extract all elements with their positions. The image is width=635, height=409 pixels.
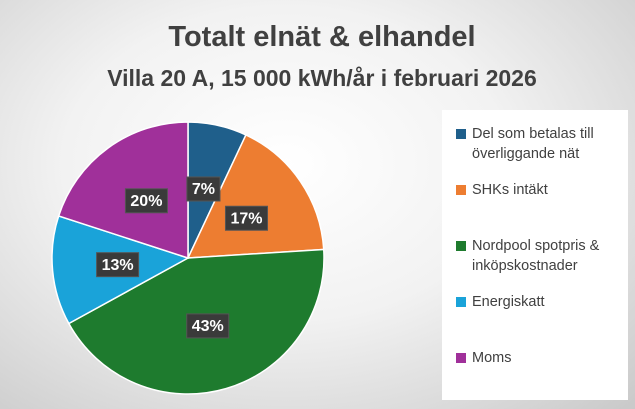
pie-slice [186, 133, 325, 259]
chart-title: Totalt elnät & elhandel [168, 21, 475, 53]
legend-item: Energiskatt [456, 292, 618, 348]
legend-item: SHKs intäkt [456, 180, 618, 236]
legend-label: Del som betalas till överliggande nät [472, 126, 594, 162]
legend-label: SHKs intäkt [472, 182, 548, 198]
legend-label: Moms [472, 350, 512, 366]
data-label: 13% [96, 252, 140, 278]
data-label: 20% [124, 188, 168, 214]
legend-label: Nordpool spotpris & inköpskostnader [472, 238, 600, 274]
legend-label: Energiskatt [472, 294, 545, 310]
data-label-text: 13% [102, 257, 134, 274]
legend-item: Del som betalas till överliggande nät [456, 124, 618, 180]
data-label: 43% [186, 313, 230, 339]
legend-swatch [456, 185, 466, 195]
data-label-box [186, 176, 221, 202]
data-label-box [186, 313, 230, 339]
data-label-box [224, 205, 269, 231]
data-label: 7% [186, 176, 221, 202]
legend-swatch [456, 297, 466, 307]
legend: Del som betalas till överliggande nät SHK… [442, 110, 628, 400]
data-label-text: 43% [192, 318, 224, 335]
legend-swatch [456, 241, 466, 251]
legend-swatch [456, 129, 466, 139]
data-label-box [96, 252, 140, 278]
legend-swatch [456, 353, 466, 363]
legend-item: Moms [456, 348, 618, 404]
data-label-text: 20% [130, 193, 162, 210]
data-label-text: 17% [230, 210, 262, 227]
pie-slice [57, 121, 189, 260]
chart-subtitle: Villa 20 A, 15 000 kWh/år i februari 202… [107, 65, 537, 91]
data-label: 17% [224, 205, 269, 231]
legend-item: Nordpool spotpris & inköpskostnader [456, 236, 618, 292]
data-label-box [124, 188, 168, 214]
data-label-text: 7% [192, 181, 215, 198]
